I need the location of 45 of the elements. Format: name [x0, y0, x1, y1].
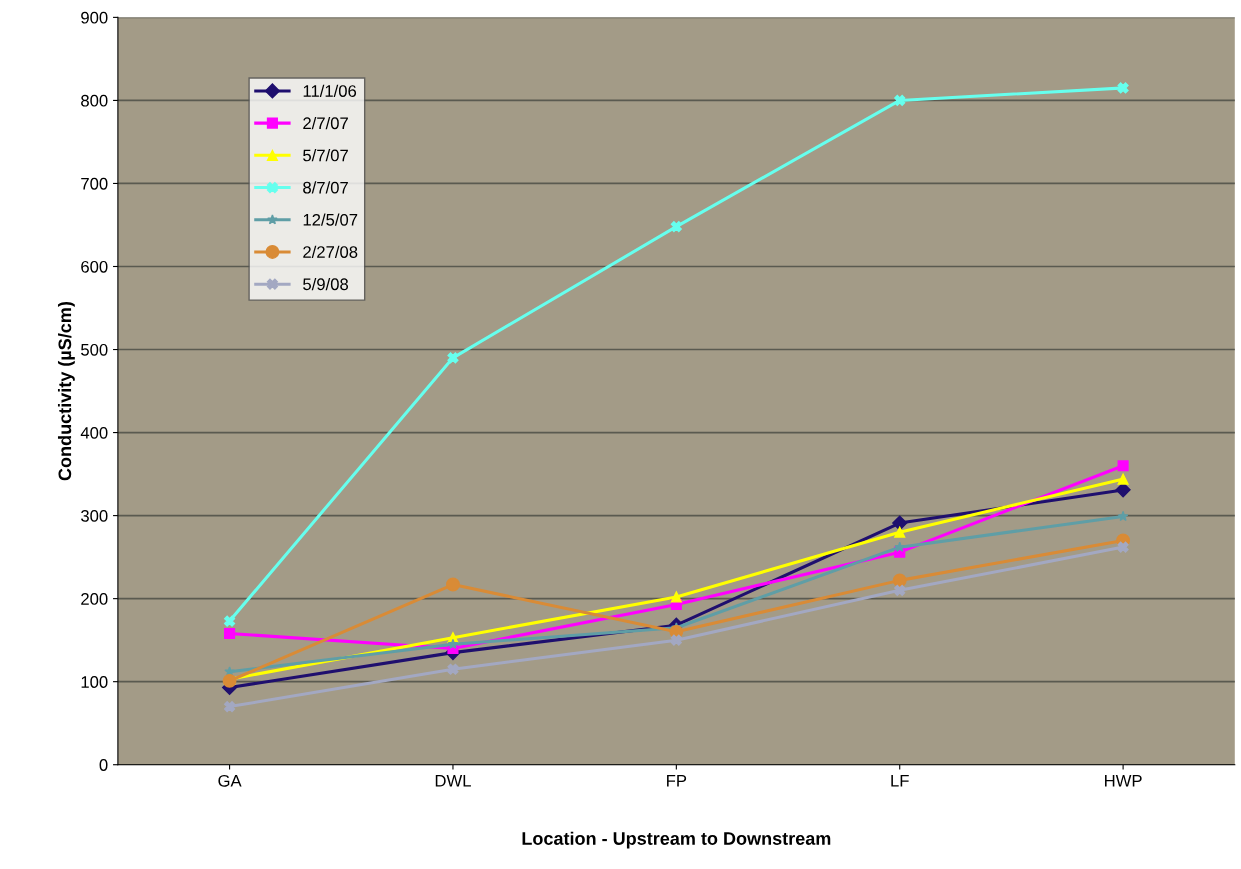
- y-tick-label: 800: [81, 94, 108, 107]
- point: [1117, 460, 1129, 472]
- y-tick-label: 400: [80, 426, 108, 439]
- legend-label: 2/27/08: [303, 245, 358, 258]
- legend-label: 12/5/07: [303, 213, 358, 226]
- legend-label: 2/7/07: [303, 116, 348, 130]
- point: [447, 638, 459, 649]
- point: [892, 573, 907, 588]
- point: [446, 577, 460, 592]
- x-axis-title: Location - Upstream to Downstream: [522, 831, 831, 849]
- point: [894, 584, 906, 596]
- point: [224, 701, 236, 713]
- x-tick-label: FP: [667, 775, 687, 787]
- point: [670, 634, 682, 646]
- point: [892, 515, 908, 531]
- y-tick-label: 300: [81, 510, 108, 522]
- point: [224, 615, 236, 627]
- y-tick-label: 500: [81, 343, 108, 356]
- point: [1117, 82, 1129, 94]
- legend-label: 8/7/07: [303, 181, 348, 194]
- point: [224, 627, 236, 640]
- y-tick-label: 600: [81, 260, 108, 273]
- point: [447, 352, 459, 364]
- point: [1117, 473, 1129, 485]
- x-tick-label: HWP: [1105, 775, 1142, 787]
- y-tick-label: 200: [81, 593, 108, 605]
- y-axis-title: Conductivity (µS/cm): [57, 301, 75, 481]
- x-tick-label: GA: [218, 774, 242, 787]
- y-tick-label: 100: [81, 676, 108, 688]
- point: [894, 94, 906, 106]
- point: [1115, 482, 1131, 498]
- legend-label: 11/1/06: [303, 84, 357, 97]
- point: [894, 526, 906, 538]
- point: [670, 591, 682, 603]
- point: [670, 221, 682, 233]
- y-tick-label: 900: [81, 11, 108, 24]
- y-tick-label: 700: [81, 177, 108, 190]
- legend-label: 5/7/07: [303, 149, 348, 162]
- x-tick-label: DWL: [435, 775, 471, 787]
- point: [1117, 541, 1129, 553]
- legend-label: 5/9/08: [303, 277, 349, 291]
- point: [1117, 510, 1129, 522]
- y-tick-label: 0: [99, 759, 108, 771]
- point: [447, 663, 459, 675]
- x-tick-label: LF: [891, 775, 909, 787]
